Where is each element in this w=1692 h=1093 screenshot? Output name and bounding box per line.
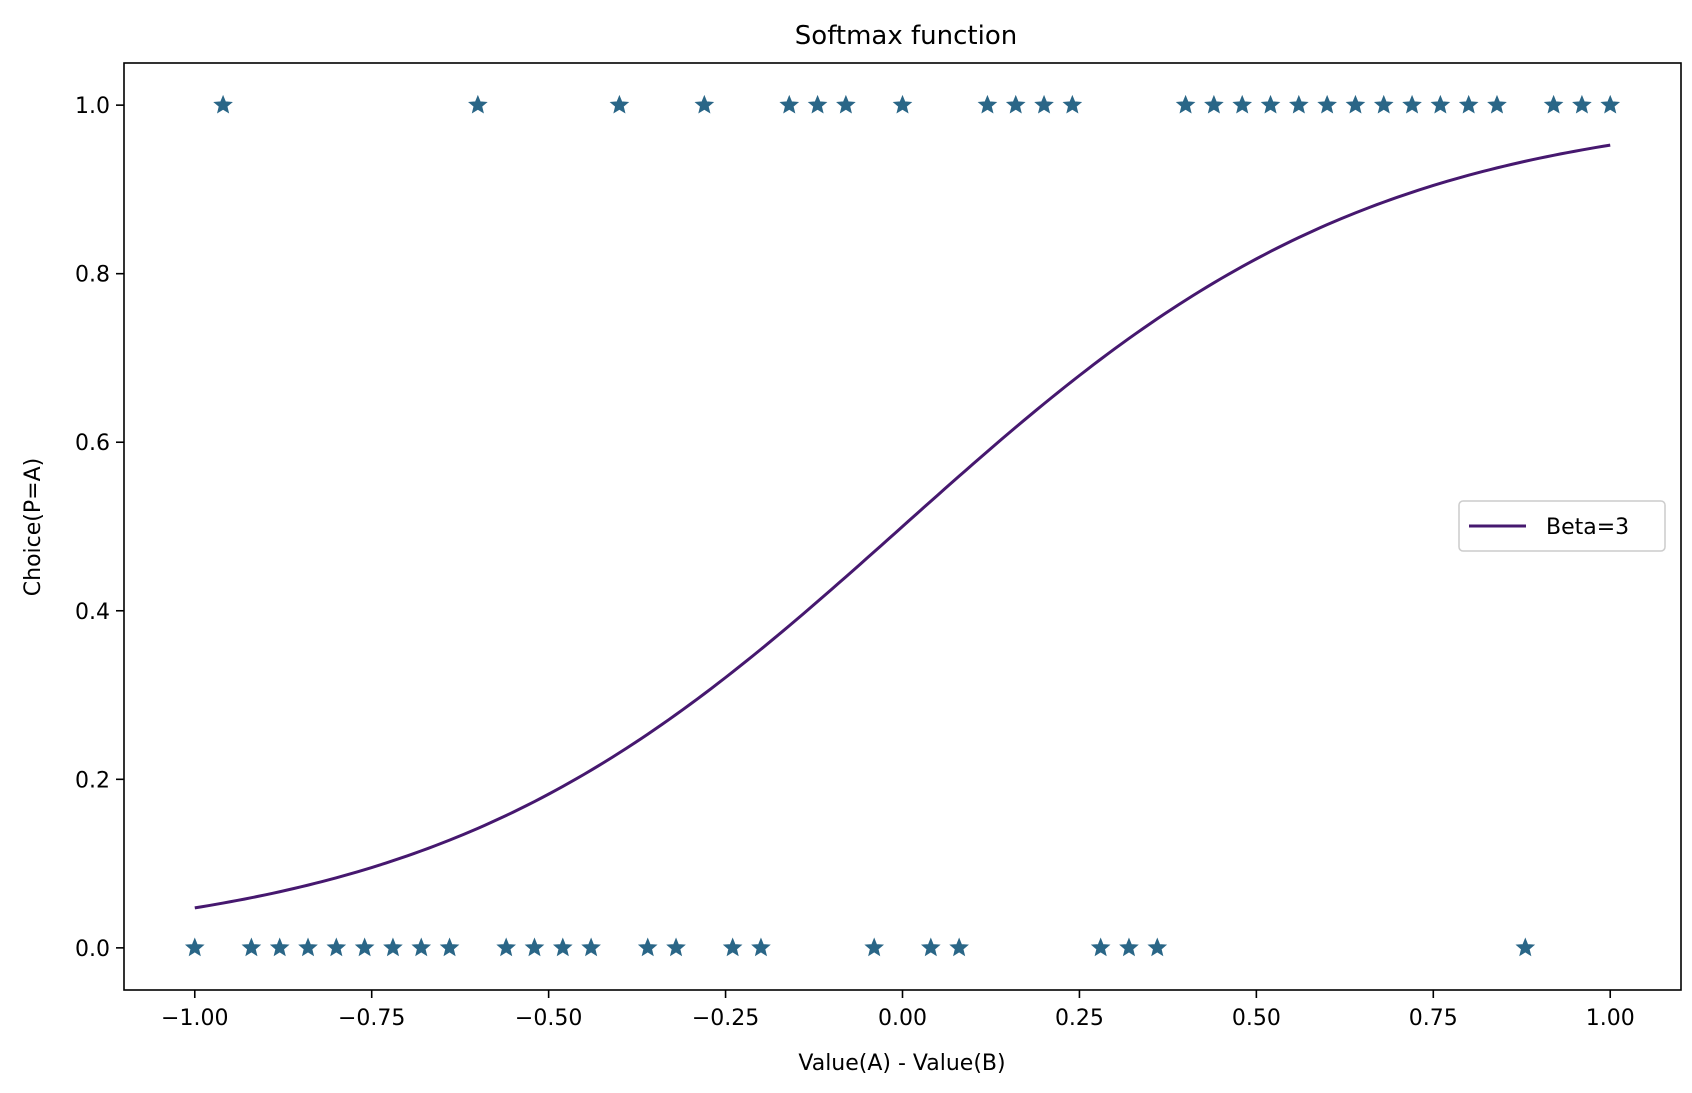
x-tick-label: 0.00 (878, 1006, 927, 1031)
legend-box (1458, 500, 1666, 552)
plot-area (184, 94, 1621, 957)
scatter-point (722, 937, 743, 957)
scatter-point (354, 937, 375, 957)
scatter-point (1430, 94, 1451, 114)
scatter-point (581, 937, 601, 957)
x-tick-label: −0.50 (515, 1006, 582, 1031)
x-tick-label: 0.50 (1232, 1006, 1281, 1031)
y-tick-label: 0.8 (75, 263, 110, 288)
scatter-point (468, 94, 488, 114)
x-axis-label: Value(A) - Value(B) (798, 1051, 1005, 1076)
scatter-point (496, 937, 516, 957)
scatter-point (1373, 94, 1394, 114)
scatter-point (920, 937, 941, 957)
scatter-point (411, 937, 432, 957)
x-tick-label: 1.00 (1586, 1006, 1635, 1031)
legend: Beta=3 (1458, 500, 1666, 552)
legend-label: Beta=3 (1546, 515, 1629, 540)
scatter-point (1487, 94, 1507, 114)
scatter-point (213, 94, 233, 114)
scatter-point (1345, 94, 1366, 114)
scatter-point (1543, 94, 1564, 114)
scatter-point (1119, 937, 1139, 957)
scatter-point (1062, 94, 1083, 114)
scatter-point (949, 937, 969, 957)
scatter-point (666, 937, 686, 957)
y-tick-label: 0.0 (75, 937, 110, 962)
scatter-point (694, 94, 715, 114)
x-tick-label: −0.75 (338, 1006, 405, 1031)
scatter-point (1005, 94, 1026, 114)
scatter-point (609, 94, 630, 114)
scatter-point (807, 94, 828, 114)
scatter-point (1600, 94, 1621, 114)
scatter-point (1232, 94, 1253, 114)
scatter-point (1260, 94, 1281, 114)
scatter-point (836, 94, 856, 114)
scatter-point (1515, 937, 1536, 957)
x-tick-label: 0.25 (1055, 1006, 1104, 1031)
series-line-beta-3 (194, 143, 1611, 910)
scatter-point (1402, 94, 1422, 114)
scatter-point (184, 937, 205, 957)
scatter-point (977, 94, 998, 114)
y-tick-label: 0.2 (75, 768, 110, 793)
scatter-point (524, 937, 545, 957)
y-tick-label: 0.6 (75, 431, 110, 456)
scatter-point (1458, 94, 1479, 114)
scatter-point (1572, 94, 1592, 114)
scatter-point (552, 937, 573, 957)
scatter-point (1175, 94, 1196, 114)
scatter-point (751, 937, 771, 957)
scatter-point (1204, 94, 1224, 114)
x-tick-label: −0.25 (692, 1006, 759, 1031)
scatter-point (298, 937, 318, 957)
y-tick-label: 1.0 (75, 94, 110, 119)
scatter-point (269, 937, 290, 957)
scatter-point (779, 94, 800, 114)
scatter-point (1317, 94, 1337, 114)
scatter-point (1147, 937, 1168, 957)
scatter-point (892, 94, 913, 114)
scatter-point (1090, 937, 1111, 957)
y-tick-label: 0.4 (75, 600, 110, 625)
scatter-point (439, 937, 460, 957)
scatter-point (864, 937, 885, 957)
x-axis: −1.00 −0.75 −0.50 −0.25 0.00 0.25 0.50 0.75 1.00 (161, 990, 1635, 1031)
scatter-point (1289, 94, 1309, 114)
scatter-point (1034, 94, 1054, 114)
chart-title: Softmax function (795, 21, 1017, 51)
y-axis: 0.0 0.2 0.4 0.6 0.8 1.0 (75, 94, 124, 962)
x-tick-label: −1.00 (161, 1006, 228, 1031)
scatter-point (241, 937, 262, 957)
scatter-point (637, 937, 658, 957)
scatter-point (383, 937, 403, 957)
y-axis-label: Choice(P=A) (21, 458, 46, 596)
x-tick-label: 0.75 (1409, 1006, 1458, 1031)
scatter-point (326, 937, 347, 957)
